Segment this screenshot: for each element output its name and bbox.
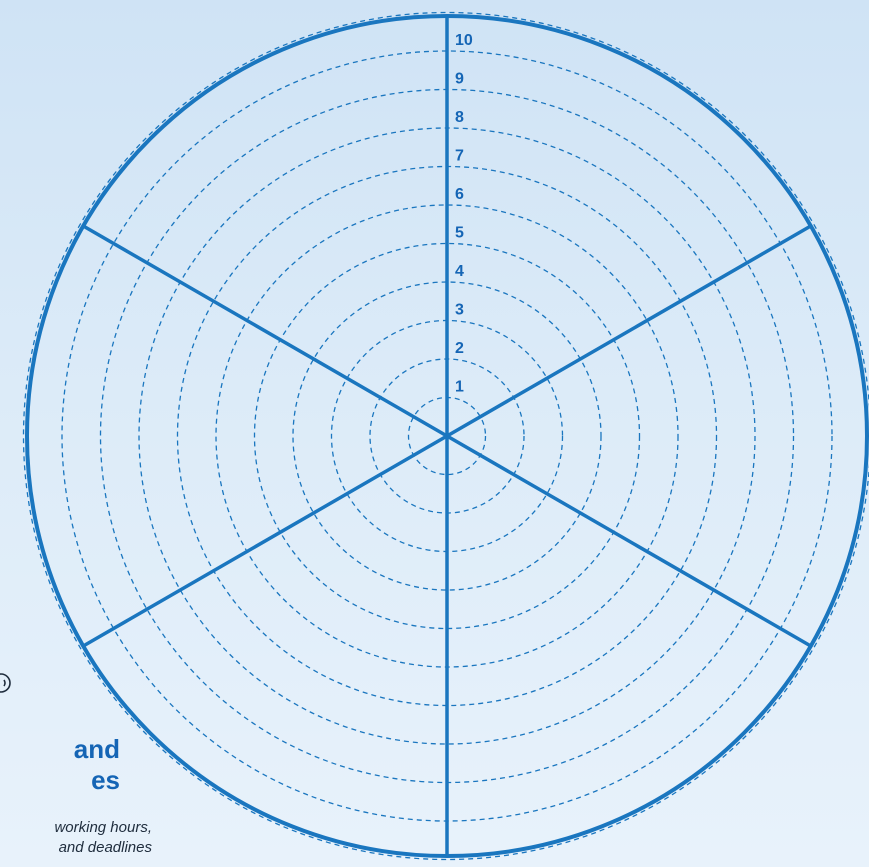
segment-divider-6 — [446, 224, 812, 438]
scale-label-3: 3 — [455, 302, 464, 319]
segment-dividers — [82, 16, 812, 856]
wheel-outer-rim — [25, 14, 869, 858]
side-heading-line-1: and — [73, 734, 120, 764]
side-panel-heading: and es — [0, 734, 120, 796]
segment-divider-3 — [82, 434, 448, 648]
scale-label-6: 6 — [455, 186, 464, 203]
scale-label-2: 2 — [455, 340, 464, 357]
scale-label-4: 4 — [455, 263, 464, 280]
scale-ring-5 — [253, 242, 641, 630]
scale-label-9: 9 — [455, 71, 464, 88]
segment-divider-5 — [446, 434, 812, 648]
scale-label-1: 1 — [455, 379, 464, 396]
side-panel-note: working hours, and deadlines — [0, 818, 152, 858]
side-note-line-2: and deadlines — [58, 839, 152, 856]
scale-label-10: 10 — [455, 32, 473, 49]
side-note-line-1: working hours, — [54, 819, 152, 836]
scale-label-7: 7 — [455, 148, 464, 165]
scale-labels: 1 2 3 4 5 6 7 8 9 10 — [455, 32, 473, 396]
side-heading-line-2: es — [91, 765, 120, 795]
scale-label-5: 5 — [455, 225, 464, 242]
smiley-icon — [0, 673, 11, 693]
segment-divider-2 — [82, 224, 448, 438]
scale-label-8: 8 — [455, 109, 464, 126]
scale-ring-4 — [292, 281, 602, 591]
